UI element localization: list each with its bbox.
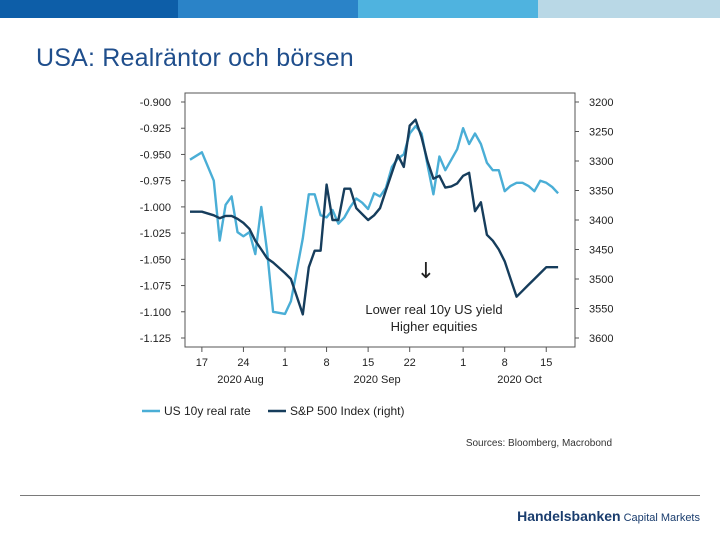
x-tick-label: 15: [540, 357, 552, 369]
x-tick-label: 22: [404, 357, 416, 369]
right-tick-label: 3350: [589, 186, 613, 198]
slide-title: USA: Realräntor och börsen: [36, 44, 354, 72]
left-tick-label: -1.000: [140, 202, 171, 214]
x-tick-label: 15: [362, 357, 374, 369]
right-tick-label: 3200: [589, 97, 613, 109]
x-month-label: 2020 Aug: [217, 374, 264, 386]
x-tick-label: 8: [324, 357, 330, 369]
footer-divider: [20, 495, 700, 496]
legend: US 10y real rate S&P 500 Index (right): [142, 404, 405, 418]
annotation-line2: Higher equities: [391, 319, 478, 334]
x-month-label: 2020 Oct: [497, 374, 542, 386]
left-tick-label: -0.950: [140, 149, 171, 161]
left-tick-label: -1.125: [140, 333, 171, 345]
legend-label-real-rate: US 10y real rate: [164, 404, 251, 418]
plot-frame: [184, 92, 576, 348]
left-tick-label: -1.050: [140, 254, 171, 266]
x-tick-label: 24: [237, 357, 249, 369]
left-tick-label: -1.100: [140, 307, 171, 319]
series-line-real-rate: [189, 124, 559, 316]
series-lines: [189, 118, 559, 316]
right-tick-label: 3400: [589, 215, 613, 227]
band-segment: [358, 0, 538, 18]
brand-suffix: Capital Markets: [623, 512, 700, 524]
x-month-label: 2020 Sep: [353, 374, 400, 386]
top-color-band: [0, 0, 720, 18]
brand-name: Handelsbanken: [517, 508, 621, 524]
series-line-sp500: [190, 118, 559, 316]
right-tick-label: 3500: [589, 274, 613, 286]
right-axis: 3200 3250 3300 3350 3400 3450 3500 3550 3600: [575, 97, 613, 345]
x-tick-label: 1: [460, 357, 466, 369]
left-tick-label: -0.975: [140, 176, 171, 188]
x-tick-label: 8: [502, 357, 508, 369]
right-tick-label: 3600: [589, 333, 613, 345]
annotation-line1: Lower real 10y US yield: [365, 302, 502, 317]
left-tick-label: -1.075: [140, 281, 171, 293]
left-axis: -0.900 -0.925 -0.950 -0.975 -1.000 -1.025 -1.0…: [140, 97, 185, 345]
band-segment: [0, 0, 178, 18]
x-axis: 17 24 1 8 15 22 1 8 15 2020 Aug 2020 Sep 2020 Oct: [196, 347, 552, 386]
left-tick-label: -0.925: [140, 123, 171, 135]
legend-label-sp500: S&P 500 Index (right): [290, 404, 405, 418]
x-tick-label: 1: [282, 357, 288, 369]
band-segment: [178, 0, 358, 18]
right-tick-label: 3550: [589, 304, 613, 316]
brand-logo: Handelsbanken Capital Markets: [517, 508, 700, 526]
x-tick-label: 17: [196, 357, 208, 369]
band-segment: [538, 0, 720, 18]
left-tick-label: -0.900: [140, 97, 171, 109]
right-tick-label: 3250: [589, 127, 613, 139]
source-note: Sources: Bloomberg, Macrobond: [466, 438, 612, 449]
left-tick-label: -1.025: [140, 228, 171, 240]
right-tick-label: 3450: [589, 245, 613, 257]
annotation-arrow: ↓: [417, 259, 435, 284]
right-tick-label: 3300: [589, 156, 613, 168]
